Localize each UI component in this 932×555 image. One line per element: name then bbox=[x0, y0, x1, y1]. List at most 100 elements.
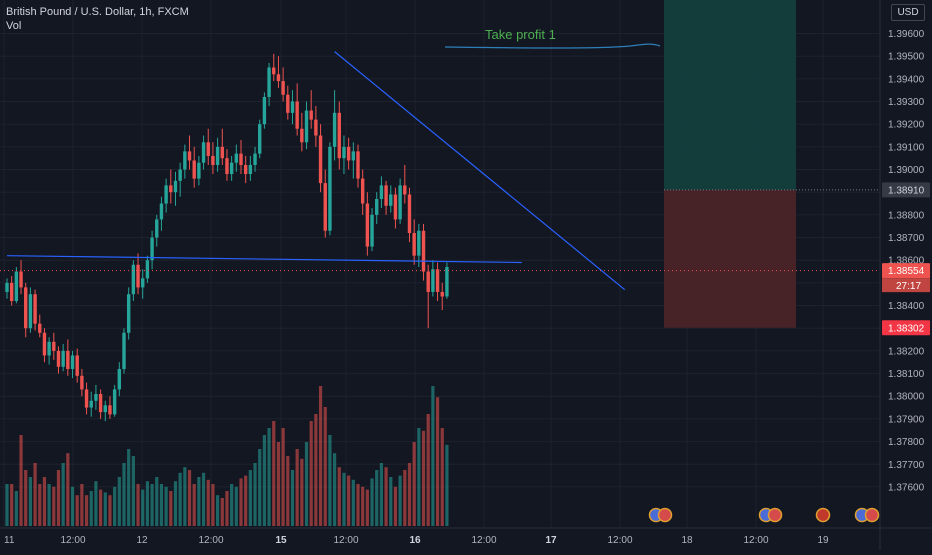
candle-body bbox=[356, 151, 360, 179]
volume-bar bbox=[412, 442, 416, 526]
current-price-label-bg bbox=[882, 263, 930, 279]
volume-bar bbox=[347, 475, 351, 526]
candle-body bbox=[225, 158, 229, 175]
volume-bar bbox=[28, 477, 32, 526]
volume-bar bbox=[258, 449, 262, 526]
price-tick-label: 1.37900 bbox=[888, 414, 925, 425]
volume-bar bbox=[337, 467, 341, 526]
price-tick-label: 1.39600 bbox=[888, 29, 925, 40]
candle-body bbox=[351, 151, 356, 161]
drawings[interactable]: Take profit 1 bbox=[0, 27, 880, 291]
volume-bar bbox=[253, 463, 257, 526]
volume-bar bbox=[211, 484, 215, 526]
candle-body bbox=[197, 162, 201, 179]
volume-bar bbox=[431, 386, 435, 526]
volume-bar bbox=[19, 435, 23, 526]
candle-body bbox=[253, 153, 257, 165]
candle-body bbox=[112, 389, 117, 415]
volume-bar bbox=[445, 444, 449, 526]
volume-bar bbox=[290, 470, 295, 526]
candle-body bbox=[150, 237, 154, 261]
price-axis[interactable]: 1.39600 1.39500 1.39400 1.39300 1.39200 1.391… bbox=[879, 0, 932, 550]
candle-body bbox=[304, 110, 309, 143]
volume-bar bbox=[295, 449, 299, 526]
symbol-title[interactable]: British Pound / U.S. Dollar, 1h, FXCM bbox=[6, 6, 189, 18]
time-tick-label: 15 bbox=[275, 535, 287, 546]
volume-bar bbox=[426, 414, 430, 526]
volume-bar bbox=[99, 489, 103, 526]
volume-bar bbox=[14, 491, 18, 526]
volume-bar bbox=[201, 472, 206, 526]
target-price-label-bg bbox=[882, 182, 930, 198]
volume-bar bbox=[10, 484, 14, 526]
candle-body bbox=[290, 101, 295, 113]
price-tick-label: 1.38700 bbox=[888, 233, 925, 244]
candle-body bbox=[47, 341, 51, 356]
time-tick-label: 11 bbox=[4, 535, 15, 546]
volume-bar bbox=[328, 435, 332, 526]
time-tick-label: 12:00 bbox=[198, 535, 223, 546]
candle-body bbox=[295, 101, 299, 129]
candle-body bbox=[370, 214, 374, 247]
candle-body bbox=[318, 135, 323, 184]
time-tick-label: 12:00 bbox=[607, 535, 632, 546]
volume-bar bbox=[421, 430, 426, 526]
volume-bar bbox=[375, 470, 379, 526]
volume-indicator-label[interactable]: Vol bbox=[6, 20, 22, 32]
volume-bar bbox=[164, 486, 168, 526]
price-tick-label: 1.39400 bbox=[888, 74, 925, 85]
candle-body bbox=[136, 264, 140, 288]
volume-bar bbox=[33, 463, 37, 526]
time-axis[interactable]: 11 12:00 12 12:00 15 12:00 16 12:00 17 12:00 18 12:… bbox=[0, 527, 932, 546]
volume-bar bbox=[84, 495, 89, 526]
volume-bar bbox=[239, 478, 243, 526]
candle-body bbox=[346, 146, 351, 161]
stop-price-label: 1.38302 bbox=[888, 323, 925, 334]
volume-bar bbox=[75, 495, 79, 526]
volume-bar bbox=[403, 470, 407, 526]
candle-body bbox=[384, 185, 388, 206]
volume-bar bbox=[173, 481, 178, 526]
time-tick-label: 12:00 bbox=[333, 535, 358, 546]
take-profit-drawing bbox=[444, 43, 661, 49]
volume-bar bbox=[141, 489, 145, 526]
candle-body bbox=[365, 203, 370, 247]
volume-bar bbox=[267, 428, 271, 526]
candle-body bbox=[435, 269, 440, 292]
candle-body bbox=[19, 271, 23, 288]
volume-bar bbox=[342, 472, 346, 526]
candle-body bbox=[117, 369, 122, 390]
candle-body bbox=[169, 185, 173, 193]
volume-bar bbox=[155, 477, 159, 526]
candle-body bbox=[309, 110, 313, 120]
candle-body bbox=[173, 180, 178, 193]
price-tick-label: 1.38000 bbox=[888, 392, 925, 403]
volume-bar bbox=[56, 470, 61, 526]
candle-body bbox=[389, 194, 393, 206]
candle-body bbox=[417, 230, 421, 256]
candle-body bbox=[248, 164, 253, 175]
volume-bar bbox=[333, 453, 337, 526]
event-flag-icon bbox=[657, 507, 673, 523]
volume-bar bbox=[393, 486, 398, 526]
volume-bar bbox=[318, 386, 323, 526]
currency-button[interactable]: USD bbox=[891, 4, 925, 21]
volume-bar bbox=[244, 475, 248, 526]
volume-bar bbox=[192, 484, 196, 526]
position-zones bbox=[664, 0, 880, 328]
candle-body bbox=[187, 151, 192, 161]
candle-body bbox=[80, 375, 84, 390]
countdown-bg bbox=[882, 278, 930, 293]
volume-bar bbox=[197, 477, 201, 526]
event-icons[interactable] bbox=[648, 507, 880, 523]
trendline-neckline bbox=[6, 255, 522, 264]
candle-body bbox=[243, 164, 248, 175]
candle-body bbox=[300, 128, 304, 143]
candle-body bbox=[220, 146, 224, 159]
take-profit-label: Take profit 1 bbox=[485, 27, 556, 42]
candle-body bbox=[201, 142, 206, 163]
volume-bar bbox=[178, 472, 182, 526]
candle-body bbox=[75, 355, 79, 376]
